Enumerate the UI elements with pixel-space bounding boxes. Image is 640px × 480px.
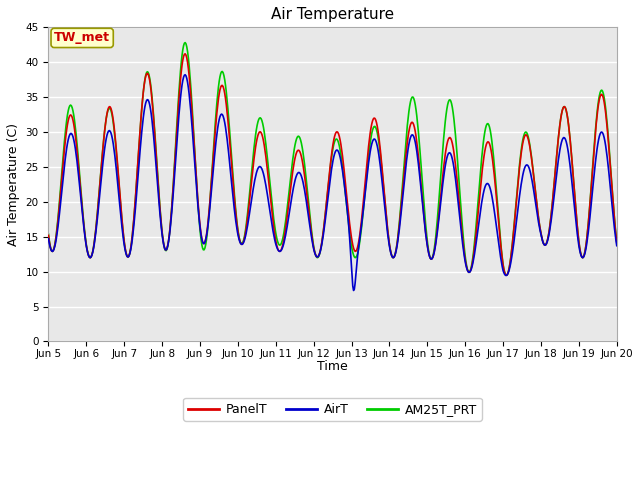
AirT: [55, 217, 63, 223]
AM25T_PRT: [403, 131, 410, 137]
Legend: PanelT, AirT, AM25T_PRT: PanelT, AirT, AM25T_PRT: [183, 398, 482, 421]
AM25T_PRT: [113, 160, 121, 166]
AirT: [403, 152, 411, 157]
PanelT: [202, 236, 209, 242]
AM25T_PRT: [202, 241, 209, 247]
AirT: [613, 243, 621, 249]
PanelT: [45, 232, 52, 238]
AM25T_PRT: [502, 272, 510, 278]
AirT: [181, 72, 189, 78]
PanelT: [55, 210, 63, 216]
AM25T_PRT: [45, 231, 52, 237]
PanelT: [502, 273, 510, 278]
AM25T_PRT: [55, 207, 63, 213]
Text: TW_met: TW_met: [54, 31, 110, 45]
Line: PanelT: PanelT: [49, 54, 617, 276]
AirT: [202, 237, 209, 242]
AM25T_PRT: [171, 154, 179, 160]
PanelT: [171, 157, 179, 163]
Line: AirT: AirT: [49, 75, 617, 290]
PanelT: [403, 146, 410, 152]
PanelT: [181, 51, 189, 57]
AirT: [45, 236, 52, 241]
AirT: [113, 176, 121, 181]
PanelT: [613, 240, 621, 245]
PanelT: [113, 157, 121, 163]
AirT: [171, 167, 179, 173]
Line: AM25T_PRT: AM25T_PRT: [49, 43, 617, 275]
PanelT: [419, 204, 427, 210]
Title: Air Temperature: Air Temperature: [271, 7, 394, 22]
AirT: [420, 215, 428, 221]
AM25T_PRT: [613, 239, 621, 245]
X-axis label: Time: Time: [317, 360, 348, 373]
AM25T_PRT: [419, 190, 427, 196]
AM25T_PRT: [181, 40, 189, 46]
Y-axis label: Air Temperature (C): Air Temperature (C): [7, 123, 20, 246]
AirT: [349, 288, 357, 293]
